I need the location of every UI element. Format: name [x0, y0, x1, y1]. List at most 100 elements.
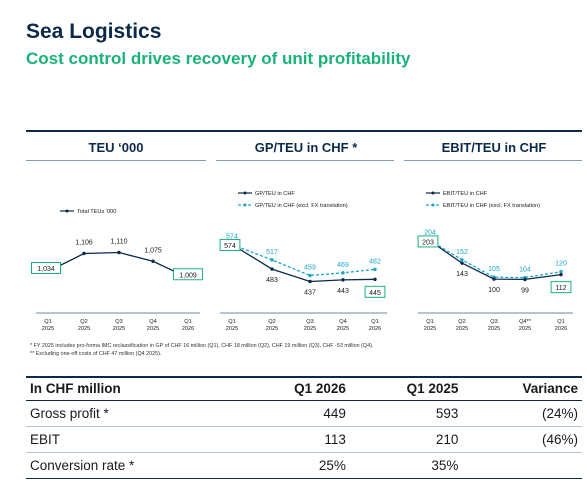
x-tick-label: Q2 — [80, 319, 87, 325]
table-cell: 449 — [237, 400, 350, 427]
x-tick-label: 2025 — [226, 326, 238, 332]
data-label: 469 — [337, 262, 349, 269]
x-tick-label: Q1 — [426, 319, 433, 325]
x-tick-label: Q2 — [458, 319, 465, 325]
data-point — [460, 258, 464, 262]
table-cell: 593 — [349, 400, 463, 427]
table-cell: (46%) — [462, 426, 582, 453]
data-label: 120 — [555, 261, 567, 268]
data-label-box — [550, 281, 572, 294]
chart-divider-teu — [26, 160, 206, 161]
data-point — [559, 269, 563, 274]
data-point — [82, 251, 86, 256]
chart-title-teu: TEU ‘0​00 — [88, 140, 144, 155]
table-header-row: In CHF million Q1 2026 Q1 2025 Variance — [26, 376, 582, 401]
charts-top-divider — [26, 130, 582, 132]
data-point — [341, 271, 345, 275]
data-point — [341, 278, 345, 282]
series-line-primary — [231, 243, 376, 283]
data-point — [559, 272, 563, 277]
x-tick-label: Q1 — [44, 319, 51, 325]
table-cell: 25% — [237, 452, 350, 479]
data-point — [151, 259, 155, 263]
x-tick-label: 2026 — [555, 326, 567, 332]
series-line-primary — [47, 251, 189, 279]
data-point — [117, 250, 121, 255]
data-point — [270, 267, 274, 271]
data-label: 1,075 — [144, 247, 162, 254]
x-tick-label: Q1 — [371, 319, 378, 325]
x-tick-label: 2025 — [519, 326, 531, 332]
footnote-1: * FY 2025 includes pro-forma IMC reclass… — [30, 343, 374, 349]
data-label: 204 — [424, 230, 436, 237]
x-tick-label: Q3 — [490, 319, 497, 325]
data-label: 437 — [304, 289, 316, 296]
data-label: 99 — [521, 287, 529, 294]
data-point — [373, 277, 377, 282]
data-label: 445 — [369, 290, 381, 297]
x-tick-label: Q1 — [228, 319, 235, 325]
x-tick-label: Q4 — [149, 319, 156, 325]
chart-title-gp-teu: GP/TEU in CHF * — [254, 140, 358, 155]
x-tick-label: 2025 — [266, 326, 278, 332]
data-label: 483 — [266, 277, 278, 284]
x-tick-label: 2025 — [42, 326, 54, 332]
table-header-cell: In CHF million — [26, 376, 238, 401]
data-label: 100 — [488, 287, 500, 294]
x-tick-label: Q4** — [519, 319, 532, 325]
table-row: Conversion rate * 25% 35% — [26, 452, 582, 479]
legend-marker — [243, 191, 247, 195]
data-label: 574 — [226, 233, 238, 240]
data-label: 459 — [304, 265, 316, 272]
data-label: 517 — [266, 249, 278, 256]
data-point — [492, 277, 496, 281]
x-tick-label: Q1 — [184, 319, 191, 325]
legend-label: EBIT/TEU in CHF (excl. FX translation) — [443, 203, 540, 209]
table-cell: 210 — [349, 426, 463, 453]
data-label-box — [31, 262, 61, 274]
data-point — [270, 258, 274, 262]
x-tick-label: 2025 — [488, 326, 500, 332]
data-label-box — [173, 268, 203, 281]
x-tick-label: Q3 — [115, 319, 122, 325]
x-tick-label: 2026 — [369, 326, 381, 332]
financials-table: In CHF million Q1 2026 Q1 2025 Variance … — [26, 376, 582, 479]
series-line-fx-adjusted — [429, 240, 562, 279]
x-tick-label: 2025 — [424, 326, 436, 332]
x-tick-label: 2025 — [337, 326, 349, 332]
legend-label: GP/TEU in CHF — [255, 191, 295, 197]
data-label: 152 — [456, 249, 468, 256]
series-line-primary — [429, 240, 562, 281]
data-label: 1,009 — [179, 272, 197, 279]
x-tick-label: 2025 — [147, 326, 159, 332]
data-label-box — [417, 235, 439, 248]
data-label: 1,110 — [111, 239, 128, 246]
page-subtitle: Cost control drives recovery of unit pro… — [26, 49, 411, 68]
chart-divider-gp-teu — [216, 160, 394, 161]
x-tick-label: 2025 — [456, 326, 468, 332]
page-title: Sea Logistics — [26, 20, 162, 43]
table-cell: 35% — [349, 452, 463, 479]
chart-divider-ebit-teu — [404, 160, 582, 161]
data-label: 112 — [555, 285, 566, 292]
data-label: 1,034 — [37, 266, 55, 273]
legend-marker — [431, 191, 435, 195]
legend-marker — [65, 209, 69, 213]
data-label: 1,106 — [75, 240, 93, 247]
x-tick-label: 2025 — [113, 326, 125, 332]
table-cell: (24%) — [462, 400, 582, 427]
data-label: 104 — [519, 267, 531, 274]
data-point — [308, 279, 312, 284]
data-label: 443 — [337, 288, 349, 295]
table-row: Gross profit * 449 593 (24%) — [26, 400, 582, 427]
series-line-fx-adjusted — [231, 243, 376, 277]
data-label: 203 — [422, 239, 434, 246]
data-point — [373, 267, 377, 272]
x-tick-label: Q3 — [306, 319, 313, 325]
table-header-cell: Variance — [462, 376, 582, 401]
table-header-cell: Q1 2025 — [349, 376, 463, 401]
table-cell: Conversion rate * — [26, 452, 238, 479]
data-label-box — [364, 285, 386, 298]
data-label-box — [219, 238, 241, 251]
